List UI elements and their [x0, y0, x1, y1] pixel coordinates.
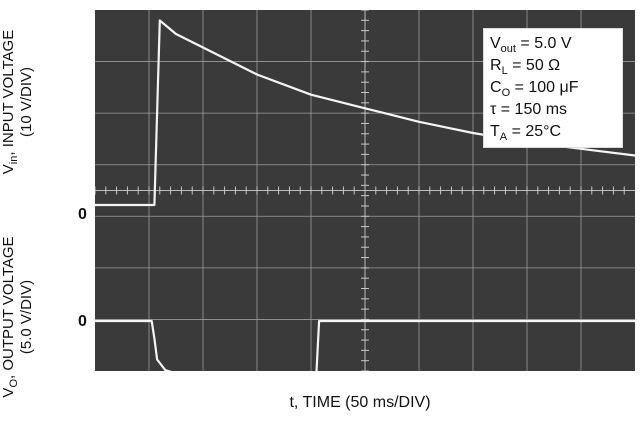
input-voltage-axis-label: Vin, INPUT VOLTAGE (10 V/DIV)	[0, 29, 35, 175]
legend-rl: RL = 50 Ω	[490, 57, 561, 78]
legend-box: Vout = 5.0 V RL = 50 Ω CO = 100 μF τ = 1…	[483, 28, 623, 148]
input-zero-label: 0	[78, 206, 87, 223]
legend-tau: τ = 150 ms	[490, 101, 568, 118]
legend-vout: Vout = 5.0 V	[490, 35, 572, 56]
x-axis-label: t, TIME (50 ms/DIV)	[289, 394, 431, 411]
output-zero-label: 0	[78, 313, 87, 330]
output-voltage-trace	[95, 319, 635, 371]
legend-co: CO = 100 μF	[490, 79, 579, 100]
legend-ta: TA = 25°C	[490, 123, 562, 144]
output-voltage-axis-label: VO, OUTPUT VOLTAGE (5.0 V/DIV)	[0, 236, 35, 398]
